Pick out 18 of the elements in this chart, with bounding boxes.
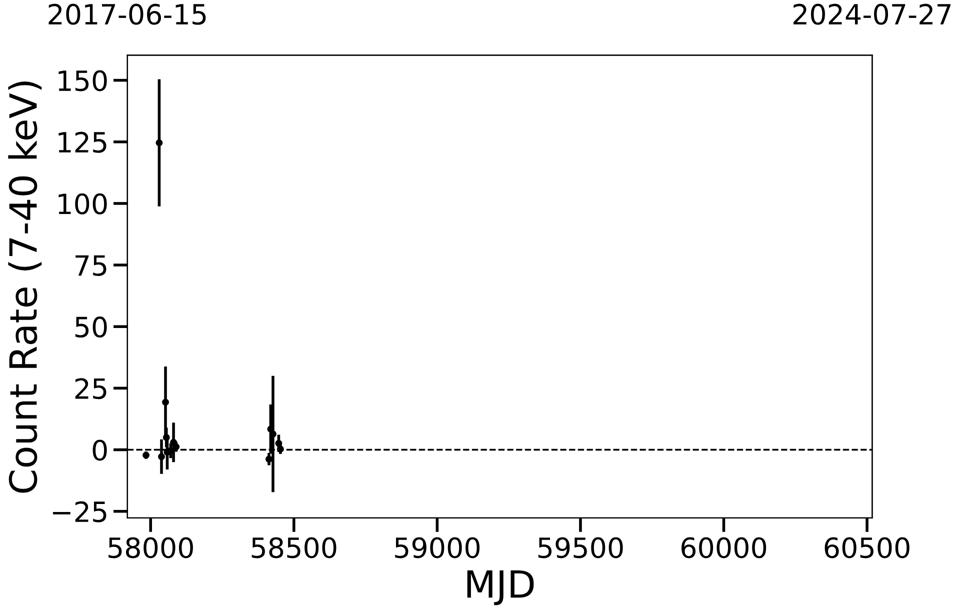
y-axis-title: Count Rate (7-40 keV) <box>8 82 42 493</box>
x-tick-label: 58500 <box>252 537 336 558</box>
x2-tick-label: 2017-06-15 <box>48 4 206 25</box>
x-tick-label: 59500 <box>538 537 623 558</box>
y-tick-label: 0 <box>92 440 107 461</box>
y-tick-label: 125 <box>58 132 106 153</box>
x-tick-label: 60000 <box>682 537 766 558</box>
x-axis-title: MJD <box>467 570 534 606</box>
y-tick-label: 50 <box>75 316 107 338</box>
y-tick-label: −25 <box>52 501 106 522</box>
y-tick-label: 150 <box>58 70 107 92</box>
y-tick-label: 25 <box>75 378 106 400</box>
x-tick-label: 59000 <box>395 537 480 558</box>
y-tick-label: 75 <box>76 255 106 276</box>
x-tick-label: 58000 <box>108 537 193 558</box>
x2-tick-label: 2024-07-27 <box>794 4 951 25</box>
x-tick-label: 60500 <box>824 537 910 558</box>
y-tick-label: 100 <box>58 193 107 214</box>
